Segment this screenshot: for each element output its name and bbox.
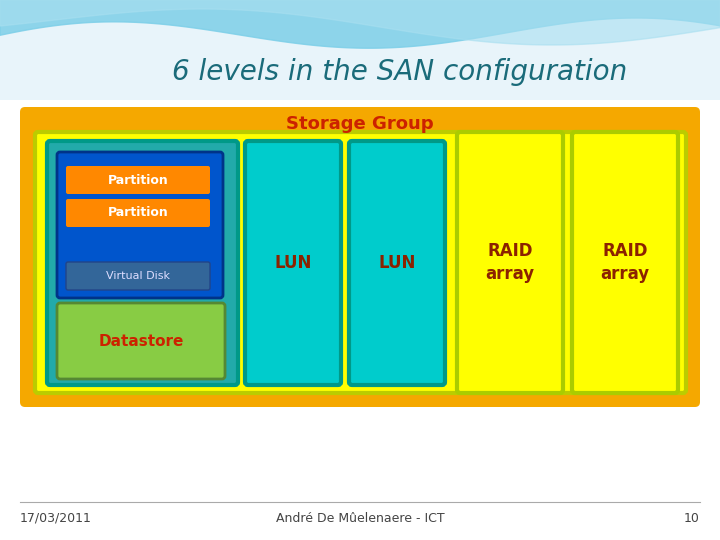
Text: Partition: Partition bbox=[107, 206, 168, 219]
FancyBboxPatch shape bbox=[572, 132, 678, 393]
FancyBboxPatch shape bbox=[66, 166, 210, 194]
Text: 17/03/2011: 17/03/2011 bbox=[20, 511, 92, 524]
FancyBboxPatch shape bbox=[66, 199, 210, 227]
Text: Virtual Disk: Virtual Disk bbox=[106, 271, 170, 281]
Text: 10: 10 bbox=[684, 511, 700, 524]
Text: Partition: Partition bbox=[107, 173, 168, 186]
Text: Storage Group: Storage Group bbox=[286, 115, 434, 133]
FancyBboxPatch shape bbox=[66, 262, 210, 290]
Text: RAID
array: RAID array bbox=[485, 242, 534, 284]
Text: Datastore: Datastore bbox=[99, 334, 184, 348]
FancyBboxPatch shape bbox=[57, 303, 225, 379]
FancyBboxPatch shape bbox=[20, 107, 700, 407]
Text: LUN: LUN bbox=[378, 254, 415, 272]
FancyBboxPatch shape bbox=[457, 132, 563, 393]
Text: André De Mûelenaere - ICT: André De Mûelenaere - ICT bbox=[276, 511, 444, 524]
Text: LUN: LUN bbox=[274, 254, 312, 272]
FancyBboxPatch shape bbox=[245, 141, 341, 385]
Text: RAID
array: RAID array bbox=[600, 242, 649, 284]
Text: 6 levels in the SAN configuration: 6 levels in the SAN configuration bbox=[172, 58, 628, 86]
FancyBboxPatch shape bbox=[349, 141, 445, 385]
FancyBboxPatch shape bbox=[57, 152, 223, 298]
FancyBboxPatch shape bbox=[0, 100, 720, 540]
FancyBboxPatch shape bbox=[0, 0, 720, 110]
FancyBboxPatch shape bbox=[47, 141, 238, 385]
FancyBboxPatch shape bbox=[35, 132, 686, 393]
